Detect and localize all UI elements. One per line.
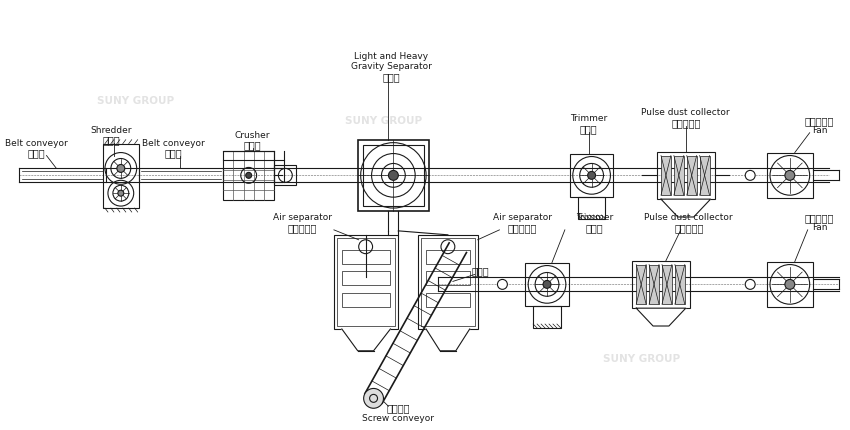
Circle shape — [246, 172, 252, 178]
Text: 级刀输送: 级刀输送 — [387, 403, 410, 413]
Text: Fan: Fan — [812, 126, 827, 135]
Bar — [342, 271, 390, 286]
Polygon shape — [426, 329, 470, 351]
Polygon shape — [342, 329, 390, 351]
Bar — [363, 144, 424, 206]
Text: 皮带机: 皮带机 — [28, 148, 45, 159]
Bar — [358, 140, 429, 211]
Bar — [533, 306, 561, 328]
Text: SUNY GROUP: SUNY GROUP — [97, 96, 174, 106]
Text: Light and Heavy: Light and Heavy — [354, 52, 428, 61]
Circle shape — [116, 164, 125, 172]
Text: Trimmer: Trimmer — [576, 213, 613, 222]
Bar — [103, 144, 139, 208]
Bar — [700, 156, 710, 195]
Text: 高压引风机: 高压引风机 — [805, 213, 834, 223]
Bar — [578, 197, 605, 219]
Text: Air separator: Air separator — [493, 213, 552, 222]
Bar — [426, 250, 470, 264]
Circle shape — [745, 280, 755, 289]
Polygon shape — [661, 199, 711, 217]
Bar — [426, 293, 470, 307]
Bar — [418, 235, 478, 329]
Circle shape — [497, 280, 507, 289]
Text: Pulse dust collector: Pulse dust collector — [644, 213, 733, 222]
Circle shape — [118, 190, 124, 196]
Text: Fan: Fan — [812, 223, 827, 232]
Bar — [342, 250, 390, 264]
Text: Gravity Separator: Gravity Separator — [351, 62, 432, 71]
Bar — [675, 264, 685, 304]
Text: Screw conveyor: Screw conveyor — [362, 414, 434, 423]
Bar — [223, 150, 275, 200]
Bar — [687, 156, 697, 195]
Circle shape — [785, 170, 795, 180]
Bar — [649, 264, 659, 304]
Polygon shape — [636, 308, 686, 326]
Text: 粉碎机: 粉碎机 — [244, 141, 262, 150]
Bar — [421, 238, 474, 326]
Text: 脉冲除尘器: 脉冲除尘器 — [672, 118, 700, 128]
Text: 集料器: 集料器 — [580, 124, 598, 134]
Text: Trimmer: Trimmer — [570, 114, 607, 123]
Bar — [525, 263, 569, 306]
Bar — [570, 154, 614, 197]
Bar — [767, 153, 813, 198]
Bar — [632, 261, 689, 308]
Text: 分析机: 分析机 — [382, 72, 400, 82]
Bar — [342, 293, 390, 307]
Text: 分流阀: 分流阀 — [472, 267, 490, 276]
Text: Air separator: Air separator — [273, 213, 332, 222]
Bar — [657, 151, 715, 199]
Text: SUNY GROUP: SUNY GROUP — [345, 116, 422, 126]
Bar — [767, 261, 813, 307]
Text: Belt conveyor: Belt conveyor — [142, 139, 205, 148]
Bar — [426, 271, 470, 286]
Text: 搓碎机: 搓碎机 — [102, 136, 120, 146]
Circle shape — [745, 170, 755, 180]
Bar — [334, 235, 399, 329]
Text: 集料器: 集料器 — [586, 223, 604, 233]
Text: Shredder: Shredder — [90, 126, 132, 135]
Bar — [275, 166, 297, 185]
Text: Belt conveyor: Belt conveyor — [5, 139, 68, 148]
Text: 气流分选机: 气流分选机 — [287, 223, 317, 233]
Text: Pulse dust collector: Pulse dust collector — [642, 108, 730, 117]
Circle shape — [785, 280, 795, 289]
Circle shape — [388, 170, 399, 180]
Text: 气流分选机: 气流分选机 — [507, 223, 537, 233]
Bar — [337, 238, 395, 326]
Bar — [662, 264, 672, 304]
Bar — [661, 156, 671, 195]
Bar — [636, 264, 646, 304]
Text: SUNY GROUP: SUNY GROUP — [603, 354, 680, 364]
Bar — [674, 156, 683, 195]
Text: Crusher: Crusher — [235, 131, 270, 140]
Circle shape — [587, 172, 596, 179]
Text: 皮带机: 皮带机 — [165, 148, 182, 159]
Text: 脉冲除尘器: 脉冲除尘器 — [674, 223, 704, 233]
Text: 高压引风机: 高压引风机 — [805, 116, 834, 126]
Circle shape — [364, 388, 383, 408]
Circle shape — [543, 280, 551, 289]
